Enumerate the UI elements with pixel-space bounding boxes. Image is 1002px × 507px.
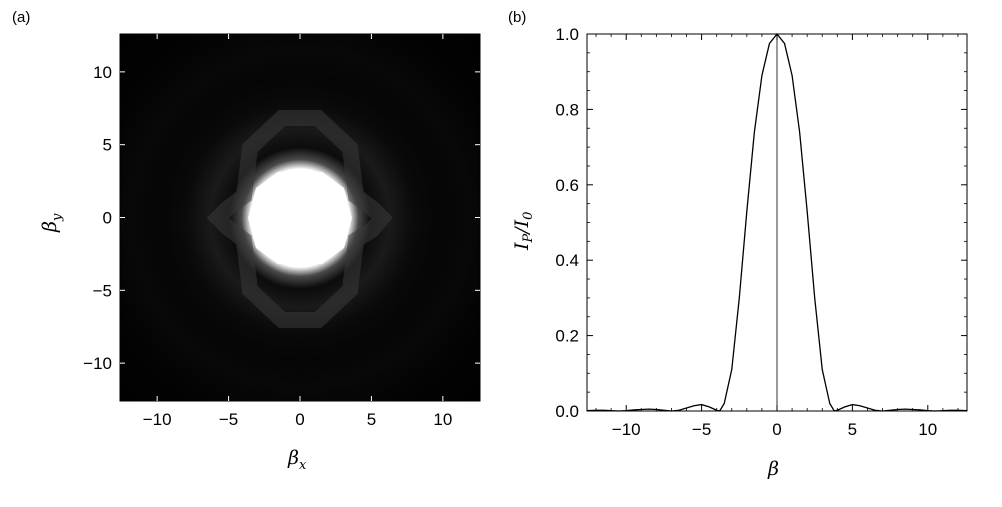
heatmap-xlabel: βx [287, 447, 307, 473]
heatmap-xtick-label: 0 [295, 410, 304, 429]
heatmap-ytick-label: −10 [83, 354, 112, 373]
heatmap-ytick-label: −5 [93, 281, 112, 300]
line-plot-ytick-label: 0.4 [555, 251, 579, 270]
line-plot-ytick-label: 1.0 [555, 25, 579, 44]
heatmap-ylabel: βy [39, 213, 65, 233]
line-plot-xtick-label: −5 [692, 420, 711, 439]
heatmap-xtick-label: 10 [433, 410, 452, 429]
heatmap-ytick-label: 10 [93, 63, 112, 82]
line-plot-ytick-label: 0.2 [555, 327, 579, 346]
line-plot-xtick-label: 5 [848, 420, 857, 439]
side-lobe-ring [206, 110, 393, 328]
heatmap-xtick-label: −10 [143, 410, 172, 429]
panel-a-label: (a) [12, 9, 30, 26]
line-plot-ytick-label: 0.0 [555, 402, 579, 421]
heatmap-xtick-label: −5 [219, 410, 238, 429]
line-plot-ytick-label: 0.6 [555, 176, 579, 195]
line-plot-ticks: −10 −5 0 5 10 0.0 0.2 0.4 0.6 0.8 1.0 [555, 25, 967, 439]
line-plot-ytick-label: 0.8 [555, 100, 579, 119]
line-plot-xtick-label: −10 [612, 420, 641, 439]
heatmap-ytick-label: 0 [103, 209, 112, 228]
heatmap-ticks: −10 −5 0 5 10 −10 −5 0 5 10 [83, 34, 480, 429]
line-plot-xtick-label: 0 [772, 420, 781, 439]
heatmap-ytick-label: 5 [103, 136, 112, 155]
heatmap-xtick-label: 5 [367, 410, 376, 429]
heatmap-panel: −10 −5 0 5 10 −10 −5 0 5 10 [83, 33, 481, 429]
line-plot-ylabel: IP/I0 [511, 212, 536, 251]
line-plot-xlabel: β [767, 458, 779, 480]
line-plot-xtick-label: 10 [918, 420, 937, 439]
panel-b-label: (b) [508, 9, 526, 26]
intensity-curve [586, 32, 968, 412]
central-disk [248, 172, 352, 264]
